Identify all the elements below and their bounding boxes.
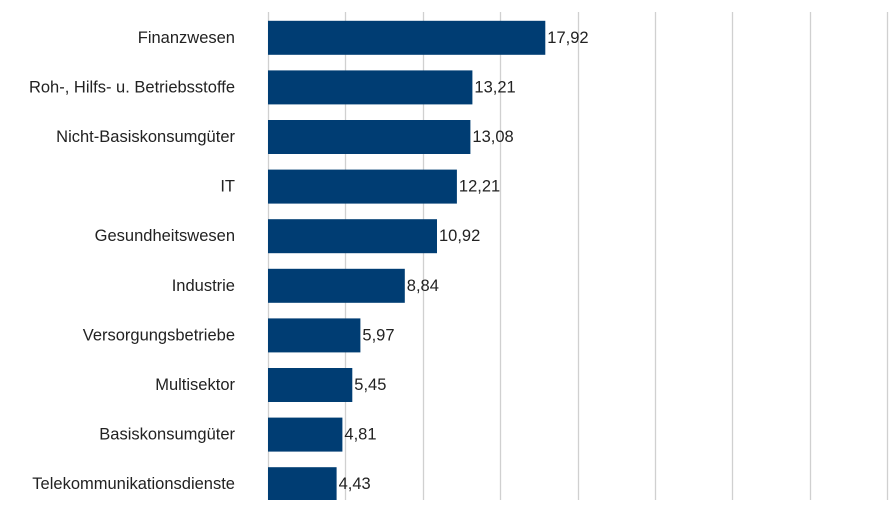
category-label: Roh-, Hilfs- u. Betriebsstoffe (29, 78, 235, 96)
category-label: Telekommunikationsdienste (32, 475, 235, 493)
value-label: 13,08 (472, 128, 513, 146)
value-label: 13,21 (474, 78, 515, 96)
bar (268, 219, 437, 254)
value-label: 8,84 (407, 277, 439, 295)
value-label: 10,92 (439, 227, 480, 245)
bar (268, 70, 473, 105)
bar (268, 20, 546, 55)
value-label: 5,97 (362, 326, 394, 344)
category-label: Industrie (172, 277, 235, 295)
value-label: 12,21 (459, 178, 500, 196)
category-label: Gesundheitswesen (95, 227, 235, 245)
value-label: 4,43 (339, 475, 371, 493)
bars (268, 20, 546, 502)
bar (268, 318, 361, 353)
category-labels: Finanzwesen Roh-, Hilfs- u. Betriebsstoff… (29, 29, 236, 493)
category-label: Finanzwesen (138, 29, 235, 47)
category-label: Nicht-Basiskonsumgüter (56, 128, 235, 146)
category-label: Multisektor (155, 376, 235, 394)
category-label: Basiskonsumgüter (99, 426, 235, 444)
bar (268, 417, 343, 452)
category-label: IT (220, 178, 235, 196)
bar (268, 120, 471, 154)
bar (268, 268, 405, 303)
bar (268, 368, 353, 402)
category-label: Versorgungsbetriebe (83, 326, 235, 344)
bar (268, 467, 337, 502)
value-label: 17,92 (547, 29, 588, 47)
value-labels: 17,92 13,21 13,08 12,21 10,92 8,84 5,97 5,45 4,8… (339, 29, 589, 493)
bar (268, 169, 457, 204)
value-label: 4,81 (344, 426, 376, 444)
value-label: 5,45 (354, 376, 386, 394)
